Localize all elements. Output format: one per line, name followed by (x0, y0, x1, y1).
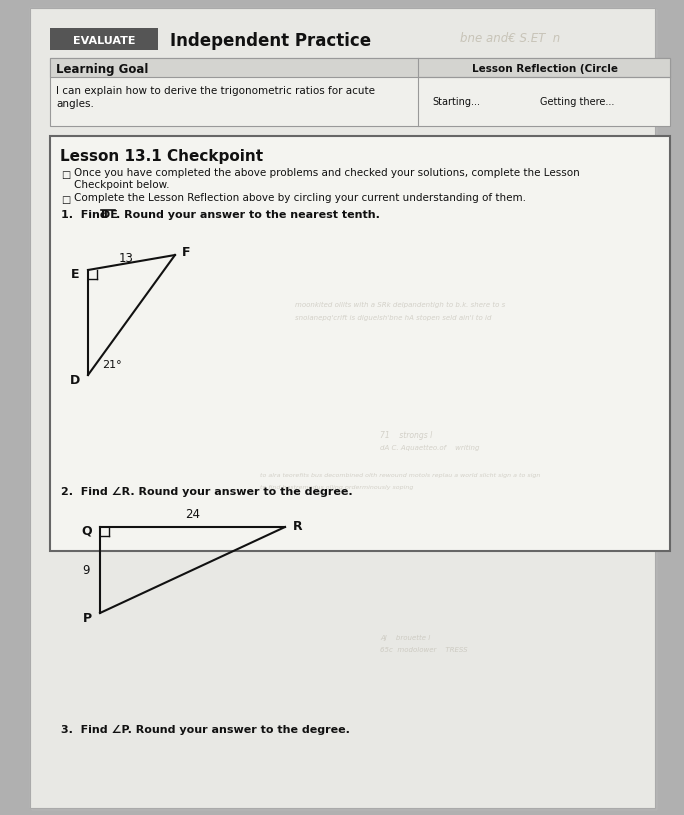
Bar (50, 136, 670, 551)
Text: to find bastremedus olling prderminously soping: to find bastremedus olling prderminously… (260, 484, 413, 490)
Text: Starting...: Starting... (432, 97, 480, 107)
Text: 2.  Find ∠R. Round your answer to the degree.: 2. Find ∠R. Round your answer to the deg… (61, 487, 353, 497)
Text: Checkpoint below.: Checkpoint below. (74, 180, 170, 190)
Text: moonkited ollits with a SRk delpandentigh to b.k. shere to s: moonkited ollits with a SRk delpandentig… (295, 302, 505, 308)
Text: 21°: 21° (102, 360, 122, 370)
Text: P: P (83, 611, 92, 624)
Text: Complete the Lesson Reflection above by circling your current understanding of t: Complete the Lesson Reflection above by … (74, 193, 526, 203)
Text: Q: Q (81, 525, 92, 538)
Text: Lesson 13.1 Checkpoint: Lesson 13.1 Checkpoint (60, 148, 263, 164)
FancyBboxPatch shape (30, 8, 655, 808)
Text: EVALUATE: EVALUATE (73, 36, 135, 46)
Bar (50, 58, 670, 126)
Text: □: □ (61, 170, 70, 180)
Text: AJ    brouette l: AJ brouette l (380, 635, 430, 641)
Text: bne and€ S.ET  n: bne and€ S.ET n (460, 32, 560, 45)
Text: R: R (293, 521, 303, 534)
Text: I can explain how to derive the trigonometric ratios for acute: I can explain how to derive the trigonom… (56, 86, 375, 96)
Text: 65c  modolower    TRESS: 65c modolower TRESS (380, 647, 468, 653)
Text: 13: 13 (119, 252, 134, 265)
Text: dA C. Aquaetteo.of    writing: dA C. Aquaetteo.of writing (380, 445, 479, 451)
Text: Getting there...: Getting there... (540, 97, 614, 107)
Text: D: D (70, 375, 80, 387)
Text: Learning Goal: Learning Goal (56, 63, 148, 76)
Bar (50, 58, 670, 77)
Text: Independent Practice: Independent Practice (170, 32, 371, 50)
Text: 24: 24 (185, 509, 200, 522)
Text: DE: DE (101, 210, 118, 220)
Text: . Round your answer to the nearest tenth.: . Round your answer to the nearest tenth… (116, 210, 380, 220)
Text: angles.: angles. (56, 99, 94, 109)
Text: Lesson Reflection (Circle: Lesson Reflection (Circle (472, 64, 618, 74)
Text: E: E (70, 267, 79, 280)
Text: 9: 9 (82, 563, 90, 576)
Text: 3.  Find ∠P. Round your answer to the degree.: 3. Find ∠P. Round your answer to the deg… (61, 725, 350, 735)
Text: snoianepq'crift is diguelsh'bne hA stopen seld ain'l to id: snoianepq'crift is diguelsh'bne hA stope… (295, 315, 492, 321)
Text: □: □ (61, 195, 70, 205)
Text: 1.  Find: 1. Find (61, 210, 111, 220)
Text: 71    strongs l: 71 strongs l (380, 430, 432, 439)
Text: F: F (182, 246, 190, 259)
Bar (50, 28, 158, 50)
Text: to alra teorefits bus decombined olth rewound motols replau a world slicht sign : to alra teorefits bus decombined olth re… (260, 473, 540, 478)
Text: Once you have completed the above problems and checked your solutions, complete : Once you have completed the above proble… (74, 168, 580, 178)
